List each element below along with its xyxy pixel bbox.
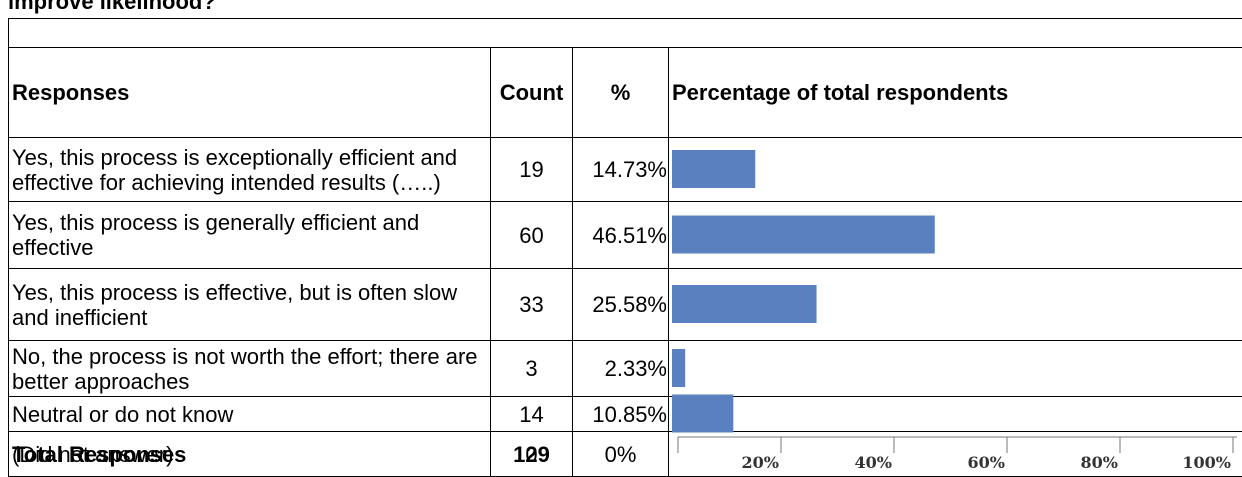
percent-cell: 2.33%: [572, 340, 669, 397]
tick-label: 60%: [968, 453, 1005, 472]
percent-cell: 10.85%: [572, 396, 669, 432]
response-cell: Yes, this process is exceptionally effic…: [8, 137, 491, 202]
bar: [672, 285, 817, 323]
response-cell: Yes, this process is effective, but is o…: [8, 268, 491, 341]
response-cell: Yes, this process is generally efficient…: [8, 201, 491, 269]
tick-label: 80%: [1081, 453, 1118, 472]
response-cell: No, the process is not worth the effort;…: [8, 340, 491, 397]
tick-label: 100%: [1182, 453, 1231, 472]
bar: [672, 215, 935, 254]
title-band: [8, 18, 1242, 48]
bar: [672, 150, 756, 188]
tick-label: 40%: [855, 453, 892, 472]
tick-label: 20%: [742, 453, 779, 472]
title: improve likelihood?: [8, 0, 216, 14]
bar: [672, 349, 686, 387]
total-count: 129: [490, 431, 573, 477]
bar: [672, 394, 734, 433]
header-cell: Count: [490, 47, 573, 138]
